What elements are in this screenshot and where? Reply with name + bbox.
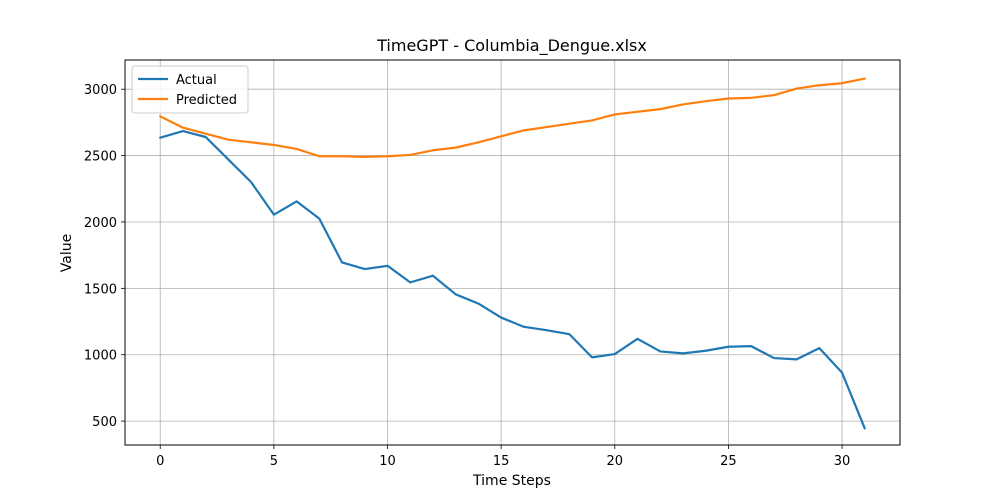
- x-axis-ticks: 0 5 10 15 20 25 30: [156, 445, 850, 469]
- x-tick-label: 10: [379, 454, 396, 469]
- series-line-predicted: [159, 77, 866, 159]
- y-tick-label: 2000: [84, 216, 117, 231]
- legend-label-predicted: Predicted: [176, 93, 237, 108]
- x-axis-label: Time Steps: [472, 473, 551, 489]
- legend-box: [131, 65, 249, 114]
- x-tick-label: 15: [493, 454, 510, 469]
- x-tick-label: 20: [606, 454, 623, 469]
- y-tick-label: 1500: [84, 282, 117, 297]
- chart-title: TimeGPT - Columbia_Dengue.xlsx: [376, 36, 647, 56]
- y-axis-ticks: 500 1000 1500 2000 2500 3000: [84, 83, 125, 430]
- series-lines: [159, 77, 866, 430]
- y-tick-label: 1000: [84, 349, 117, 364]
- y-tick-label: 3000: [84, 83, 117, 98]
- plot-area: [124, 59, 901, 446]
- x-tick-label: 25: [720, 454, 737, 469]
- x-tick-label: 30: [834, 454, 851, 469]
- series-line-actual: [159, 129, 866, 430]
- x-tick-label: 0: [156, 454, 164, 469]
- y-tick-label: 2500: [84, 150, 117, 165]
- x-tick-label: 5: [270, 454, 278, 469]
- y-tick-label: 500: [92, 415, 117, 430]
- legend: Actual Predicted: [131, 65, 249, 114]
- grid: [125, 60, 900, 445]
- y-axis-label: Value: [59, 234, 75, 272]
- legend-label-actual: Actual: [176, 73, 217, 88]
